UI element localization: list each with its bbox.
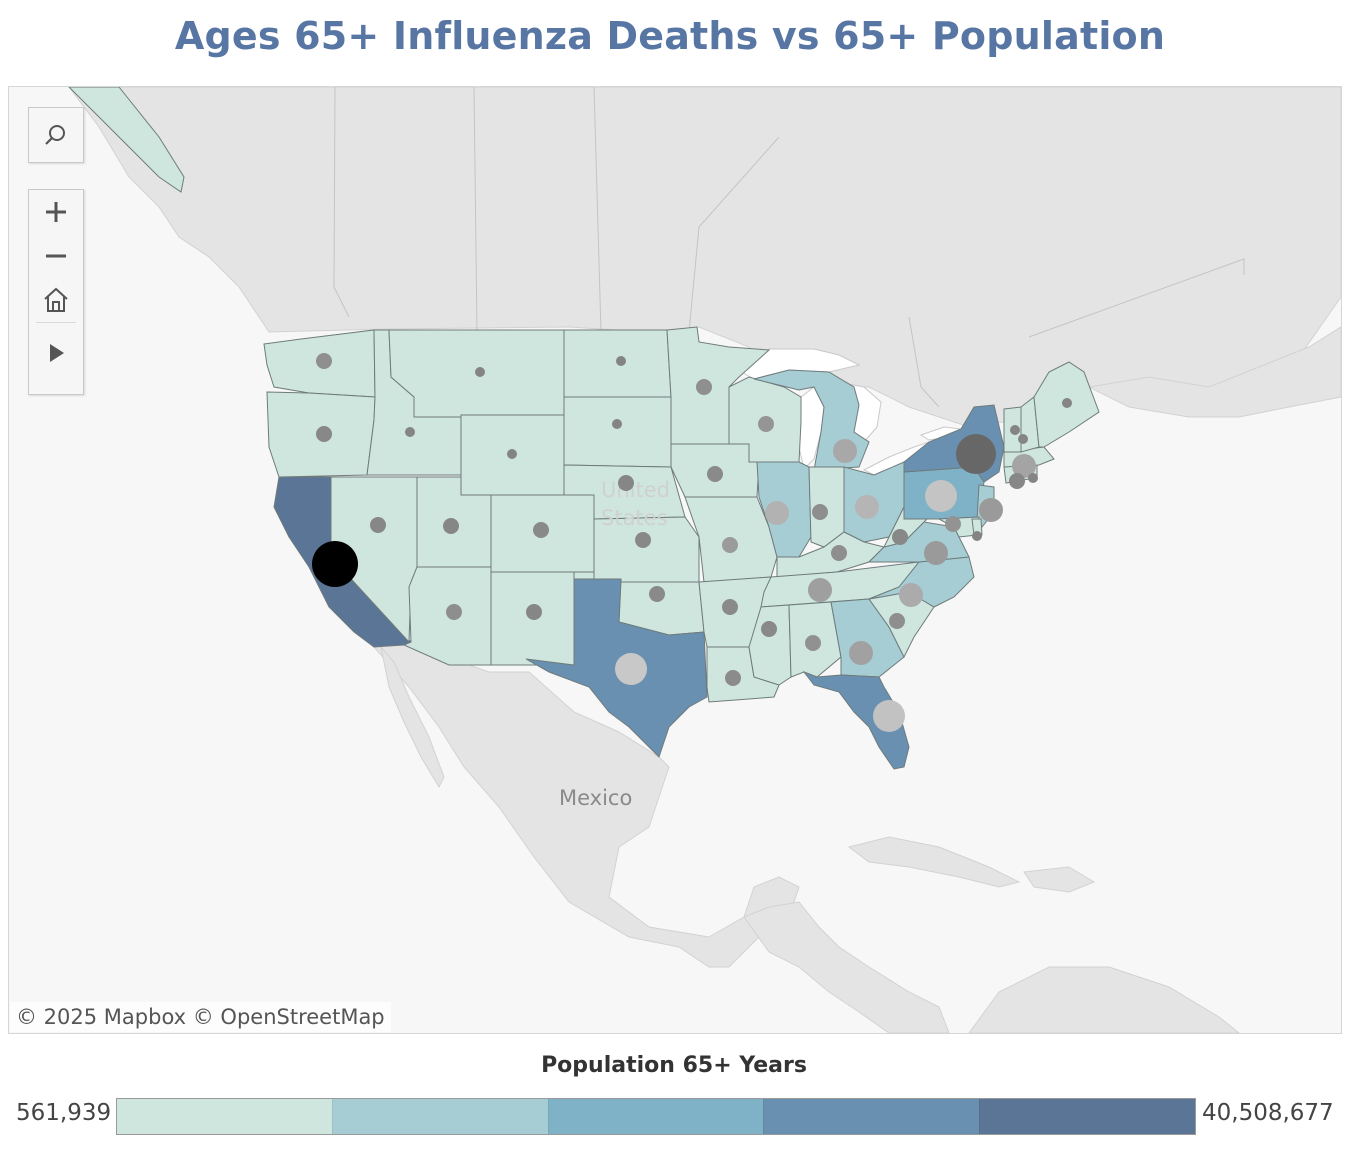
map-canvas[interactable]: United States Mexico: [9, 87, 1341, 1033]
hispaniola-land: [1023, 866, 1096, 893]
search-icon: [45, 125, 65, 145]
death-marker-ND[interactable]: [616, 356, 626, 366]
legend-swatch: [979, 1099, 1195, 1134]
death-marker-MO[interactable]: [722, 537, 738, 553]
death-marker-SC[interactable]: [889, 613, 905, 629]
death-marker-IN[interactable]: [812, 504, 828, 520]
state-MN[interactable]: [666, 326, 771, 445]
legend-color-ramp: [116, 1098, 1196, 1135]
death-marker-TN[interactable]: [808, 578, 832, 602]
zoom-in-button[interactable]: [29, 190, 83, 234]
death-marker-NE[interactable]: [618, 475, 634, 491]
death-marker-ID[interactable]: [405, 427, 415, 437]
death-marker-KS[interactable]: [635, 532, 651, 548]
south-america-land: [968, 966, 1240, 1033]
death-marker-AL[interactable]: [805, 635, 821, 651]
death-marker-AZ[interactable]: [446, 604, 462, 620]
plus-icon: [46, 202, 66, 222]
zoom-out-button[interactable]: [29, 234, 83, 278]
death-marker-IL[interactable]: [765, 501, 789, 525]
death-marker-CT[interactable]: [1009, 473, 1025, 489]
death-marker-VA[interactable]: [924, 541, 948, 565]
home-icon: [44, 287, 68, 312]
map-view[interactable]: United States Mexico: [8, 86, 1342, 1034]
atlantic-canada-land: [1087, 326, 1341, 418]
death-marker-NH[interactable]: [1018, 434, 1028, 444]
toolbar-divider: [36, 322, 76, 323]
legend-title: Population 65+ Years: [541, 1053, 807, 1078]
boundary-line: [333, 87, 350, 318]
legend-swatch: [117, 1099, 332, 1134]
death-marker-DE[interactable]: [972, 531, 982, 541]
death-marker-WA[interactable]: [316, 353, 332, 369]
boundary-lines: [333, 87, 1245, 408]
death-marker-NC[interactable]: [899, 583, 923, 607]
death-marker-FL[interactable]: [873, 700, 905, 732]
death-marker-PA[interactable]: [925, 480, 957, 512]
death-marker-MT[interactable]: [475, 367, 485, 377]
death-marker-GA[interactable]: [849, 641, 873, 665]
death-marker-NJ[interactable]: [979, 498, 1003, 522]
legend-min-label: 561,939: [16, 1100, 112, 1126]
death-marker-TX[interactable]: [615, 653, 647, 685]
death-marker-RI[interactable]: [1028, 473, 1038, 483]
death-marker-MS[interactable]: [761, 621, 777, 637]
death-marker-MN[interactable]: [696, 379, 712, 395]
mexico-country-label: Mexico: [559, 786, 632, 810]
us-country-label-line2: States: [601, 506, 668, 530]
chart-title: Ages 65+ Influenza Deaths vs 65+ Populat…: [174, 14, 1166, 58]
death-marker-MA[interactable]: [1012, 454, 1036, 478]
map-search-toolbar: [28, 107, 84, 163]
death-marker-KY[interactable]: [831, 545, 847, 561]
play-arrow-icon: [50, 344, 64, 362]
boundary-line: [473, 87, 478, 333]
death-marker-NV[interactable]: [370, 517, 386, 533]
alaska-panhandle: [68, 87, 185, 193]
death-markers: [312, 353, 1072, 732]
death-marker-NM[interactable]: [526, 604, 542, 620]
map-search-button[interactable]: [29, 108, 83, 162]
death-marker-WI[interactable]: [758, 416, 774, 432]
death-marker-OR[interactable]: [316, 426, 332, 442]
death-marker-OK[interactable]: [649, 586, 665, 602]
legend-swatch: [331, 1099, 548, 1134]
death-marker-IA[interactable]: [707, 466, 723, 482]
baja-land: [380, 645, 445, 789]
death-marker-SD[interactable]: [612, 419, 622, 429]
legend-max-label: 40,508,677: [1202, 1100, 1334, 1126]
boundary-line: [688, 136, 780, 333]
death-marker-MI[interactable]: [833, 439, 857, 463]
cuba-land: [847, 836, 1021, 888]
map-attribution[interactable]: © 2025 Mapbox © OpenStreetMap: [10, 1002, 391, 1032]
boundary-line: [908, 316, 940, 408]
death-marker-NY[interactable]: [956, 434, 996, 474]
central-america-land: [743, 901, 950, 1033]
death-marker-AR[interactable]: [722, 599, 738, 615]
boundary-line: [593, 87, 602, 333]
minus-icon: [46, 254, 66, 258]
map-labels: United States Mexico: [559, 478, 670, 810]
death-marker-ME[interactable]: [1062, 398, 1072, 408]
home-button[interactable]: [29, 278, 83, 322]
legend-swatch: [763, 1099, 980, 1134]
state-FL[interactable]: [802, 670, 910, 770]
death-marker-OH[interactable]: [855, 495, 879, 519]
death-marker-CO[interactable]: [533, 522, 549, 538]
boundary-line: [1028, 258, 1245, 338]
map-zoom-toolbar: [28, 189, 84, 395]
death-marker-MD[interactable]: [945, 516, 961, 532]
death-marker-VT[interactable]: [1010, 425, 1020, 435]
state-DE[interactable]: [971, 518, 983, 536]
death-marker-LA[interactable]: [725, 670, 741, 686]
death-marker-CA[interactable]: [312, 541, 358, 587]
death-marker-UT[interactable]: [443, 518, 459, 534]
mexico-land: [373, 641, 800, 968]
us-country-label-line1: United: [601, 478, 670, 502]
legend-swatch: [547, 1099, 764, 1134]
state-SD[interactable]: [563, 396, 672, 468]
death-marker-WY[interactable]: [507, 449, 517, 459]
expand-toolbar-button[interactable]: [29, 323, 83, 383]
death-marker-WV[interactable]: [892, 529, 908, 545]
basemap-land: [68, 87, 1341, 1033]
